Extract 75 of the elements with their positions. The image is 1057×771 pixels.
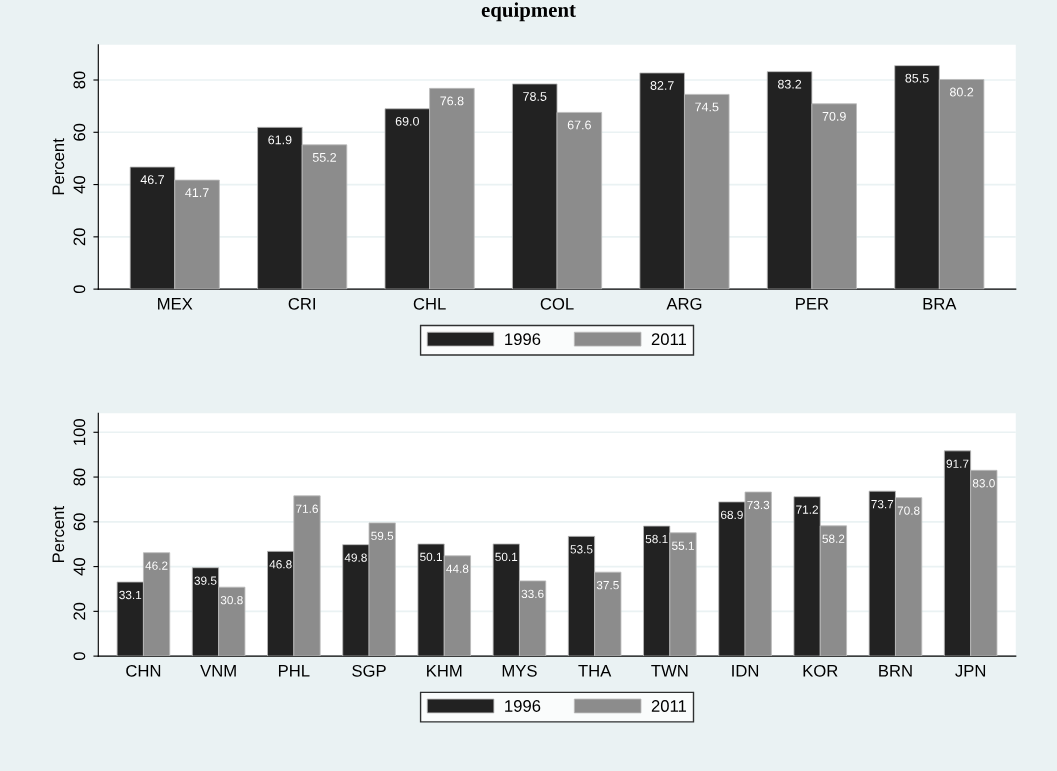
y-tick-label: 20 — [73, 228, 86, 246]
data-label: 82.7 — [650, 81, 674, 90]
x-tick-label: IDN — [732, 665, 759, 677]
data-label: 61.9 — [268, 135, 292, 145]
data-label: 58.2 — [822, 534, 845, 543]
x-tick-label: MEX — [158, 298, 193, 310]
x-tick-label: ARG — [666, 297, 702, 310]
data-label: 67.6 — [567, 120, 591, 130]
data-label: 50.1 — [495, 552, 518, 562]
x-tick-label: BRA — [923, 298, 957, 310]
data-label: 91.7 — [946, 459, 969, 468]
data-label: 74.5 — [695, 102, 719, 112]
data-label: 71.6 — [296, 504, 318, 513]
y-tick-label: 40 — [73, 557, 86, 576]
data-label: 39.5 — [194, 576, 217, 585]
data-label: 83.0 — [972, 479, 995, 488]
data-label: 59.5 — [371, 531, 394, 541]
data-label: 37.5 — [596, 580, 619, 590]
data-label: 70.9 — [822, 111, 846, 121]
data-label: 46.2 — [145, 561, 168, 570]
data-label: 73.3 — [747, 500, 770, 510]
y-tick-label: 20 — [73, 602, 86, 620]
y-tick-label: 100 — [73, 419, 86, 445]
x-tick-label: CHN — [126, 664, 161, 677]
data-label: 50.1 — [420, 552, 442, 562]
y-tick-label: 40 — [73, 175, 86, 194]
y-axis-title: Percent — [52, 138, 65, 195]
x-tick-label: VNM — [200, 665, 236, 677]
y-axis-title: Percent — [52, 506, 65, 563]
x-tick-label: PER — [796, 298, 829, 310]
data-label: 30.8 — [220, 595, 243, 605]
data-label: 55.2 — [312, 152, 337, 162]
data-label: 44.8 — [446, 564, 469, 573]
x-tick-label: THA — [578, 665, 612, 677]
data-label: 33.1 — [119, 590, 142, 600]
legend-label: 2011 — [651, 333, 687, 346]
data-label: 70.8 — [897, 506, 920, 515]
y-tick-label: 0 — [73, 652, 86, 661]
data-label: 68.9 — [721, 510, 743, 520]
legend-label: 1996 — [505, 333, 541, 346]
legend-label: 2011 — [651, 700, 687, 712]
x-tick-label: KHM — [427, 665, 462, 677]
y-tick-label: 80 — [73, 71, 86, 89]
y-tick-label: 60 — [73, 513, 86, 531]
chart-title: equipment — [481, 2, 576, 22]
data-label: 71.2 — [796, 505, 818, 514]
data-label: 69.0 — [395, 116, 419, 126]
data-label: 46.8 — [269, 560, 292, 569]
data-label: 78.5 — [523, 92, 547, 101]
x-tick-label: COL — [540, 297, 574, 310]
data-label: 85.5 — [905, 73, 929, 83]
x-tick-label: PHL — [278, 665, 310, 677]
data-label: 49.8 — [344, 553, 367, 562]
legend-label: 1996 — [505, 700, 541, 712]
x-tick-label: SGP — [352, 664, 386, 677]
data-label: 33.6 — [521, 589, 544, 599]
data-label: 46.7 — [140, 175, 164, 185]
data-label: 53.5 — [570, 545, 593, 554]
data-label: 80.2 — [950, 87, 974, 97]
data-label: 76.8 — [440, 96, 464, 106]
data-label: 73.7 — [871, 499, 894, 509]
y-tick-label: 60 — [73, 123, 86, 141]
x-tick-label: TWN — [651, 665, 688, 677]
data-label: 58.1 — [645, 534, 668, 544]
data-label: 83.2 — [777, 79, 802, 89]
x-tick-label: JPN — [955, 665, 986, 677]
x-tick-label: CRI — [288, 297, 315, 310]
x-tick-label: MYS — [502, 664, 537, 677]
x-tick-label: KOR — [803, 664, 838, 677]
y-tick-label: 80 — [73, 468, 86, 486]
data-label: 55.1 — [671, 541, 694, 550]
x-tick-label: BRN — [879, 665, 912, 677]
y-tick-label: 0 — [73, 285, 86, 294]
data-label: 41.7 — [185, 188, 209, 197]
x-tick-label: CHL — [413, 297, 446, 310]
